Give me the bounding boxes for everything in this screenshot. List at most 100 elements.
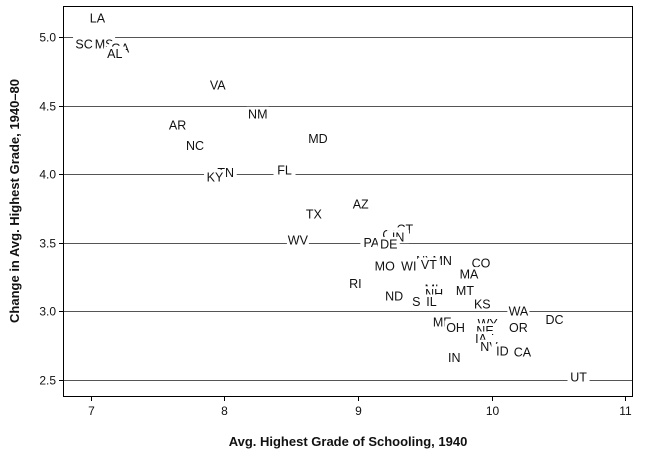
data-point-bg [507,304,530,318]
data-point-label: CA [514,346,532,360]
data-point-al: AL [103,46,126,61]
data-point-bg [166,117,189,131]
data-point-bg [206,78,229,92]
data-point-bg [567,369,590,383]
data-point-bg [360,235,383,249]
data-point-tx: TX [302,206,325,221]
data-point-bg [543,312,566,326]
data-point-label: DC [545,313,563,327]
data-point-label: IN [448,351,461,365]
data-point-bg [246,106,269,120]
data-point-label: ID [496,344,509,358]
data-point-nm: NM [246,106,269,121]
y-tick-label: 4.5 [39,100,56,114]
data-point-bg [507,320,530,334]
data-point-mt: MT [453,283,476,298]
data-point-wa: WA [507,304,530,319]
gridlines [64,37,632,381]
y-tick-label: 5.0 [39,31,56,45]
data-point-bg [302,206,325,220]
data-point-label: KS [474,298,491,312]
data-point-label: MT [456,284,474,298]
data-point-label: UT [570,370,587,384]
data-point-ks: KS [471,297,494,312]
data-point-label: RI [349,277,362,291]
y-tick-label: 2.5 [39,374,56,388]
data-point-ar: AR [166,117,189,132]
data-point-label: WI [401,259,416,273]
data-point-nd: ND [383,289,406,304]
data-point-label: MO [375,259,395,273]
data-point-in: IN [443,350,466,365]
data-point-label: IL [426,295,436,309]
data-point-label: LA [90,11,106,25]
y-tick-label: 3.0 [39,305,56,319]
y-axis-label: Change in Avg. Highest Grade, 1940–80 [7,79,22,323]
data-point-bg [204,169,227,183]
data-point-bg [457,267,480,281]
data-point-dc: DC [543,312,566,327]
data-point-label: TX [306,207,323,221]
data-point-bg [420,294,443,308]
data-point-bg [286,232,309,246]
data-point-az: AZ [349,197,372,212]
data-point-ca: CA [511,345,534,360]
data-labels: LASCMSGAALVANMARMDNCFLTNKYAZTXCTOKINWVPA… [73,10,590,384]
data-point-label: ND [385,290,403,304]
data-point-ky: KY [204,169,227,184]
data-point-id: ID [491,343,514,358]
x-axis-label: Avg. Highest Grade of Schooling, 1940 [229,434,468,449]
data-point-fl: FL [273,162,296,177]
data-point-bg [273,162,296,176]
data-point-bg [397,258,420,272]
data-point-label: DE [380,237,397,251]
data-point-label: OH [446,321,465,335]
data-point-label: KY [207,170,224,184]
data-point-ma: MA [457,267,480,282]
data-point-label: AR [169,118,186,132]
x-tick-label: 10 [486,404,500,418]
data-point-bg [444,320,467,334]
plot-frame [63,6,633,397]
x-tick-label: 11 [619,404,632,418]
data-point-label: AZ [353,198,369,212]
data-point-la: LA [86,10,109,25]
data-point-bg [417,257,440,271]
data-point-md: MD [306,131,329,146]
data-point-label: PA [364,236,380,250]
x-tick-label: 8 [221,404,228,418]
data-point-bg [73,36,96,50]
data-point-label: FL [277,163,292,177]
data-point-bg [349,197,372,211]
data-point-or: OR [507,320,530,335]
data-point-ut: UT [567,369,590,384]
data-point-bg [383,289,406,303]
data-point-de: DE [377,236,400,251]
data-point-bg [471,297,494,311]
data-point-label: VT [421,258,437,272]
data-point-il: IL [420,294,443,309]
data-point-label: VA [210,79,226,93]
data-point-bg [306,131,329,145]
data-point-label: OR [509,321,528,335]
data-point-label: NM [248,107,267,121]
data-point-ri: RI [344,276,367,291]
x-tick-label: 9 [355,404,362,418]
data-point-label: WV [288,233,309,247]
data-point-bg [344,276,367,290]
data-point-sc: SC [73,36,96,51]
data-point-label: MA [460,268,479,282]
data-point-bg [183,138,206,152]
data-point-label: SC [75,37,92,51]
data-point-label: NC [186,139,204,153]
data-point-bg [377,236,400,250]
x-tick-label: 7 [88,404,95,418]
data-point-oh: OH [444,320,467,335]
data-point-bg [469,256,492,270]
data-point-wv: WV [286,232,309,247]
data-point-bg [443,350,466,364]
data-point-label: MD [308,132,327,146]
axis-ticks: 2.5 3.0 3.5 4.0 4.5 5.0 7 8 9 10 11 [39,31,632,419]
data-point-label: WA [509,305,529,319]
